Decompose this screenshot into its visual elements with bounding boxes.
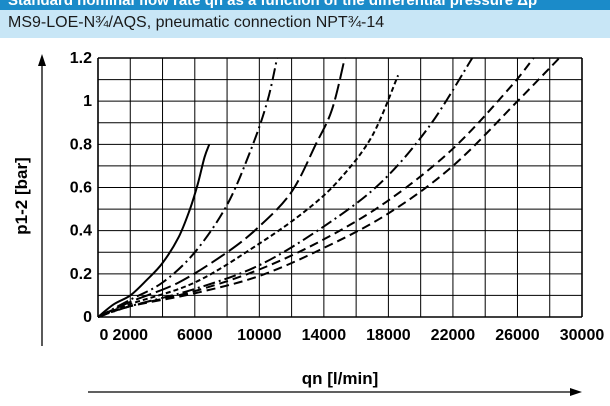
x-tick-label: 22000 — [431, 327, 476, 344]
x-axis-arrowhead — [570, 388, 582, 396]
x-tick-label: 0 — [100, 327, 109, 344]
chart-subtitle: MS9-LOE-N¾/AQS, pneumatic connection NPT… — [8, 14, 385, 31]
y-tick-label: 0.4 — [70, 223, 92, 240]
header-bar: Standard nominal flow rate qn as a funct… — [0, 0, 610, 10]
y-axis-label: p1-2 [bar] — [12, 157, 31, 234]
x-axis-label: qn [l/min] — [302, 369, 378, 388]
tick-labels: 0 2000 6000 10000 14000 18000 22000 26000 300000… — [70, 50, 605, 344]
y-tick-label: 0.8 — [70, 136, 92, 153]
series-line-1 — [97, 143, 211, 318]
y-axis-arrowhead — [38, 54, 46, 66]
x-tick-label: 14000 — [302, 327, 347, 344]
subheader: MS9-LOE-N¾/AQS, pneumatic connection NPT… — [0, 10, 610, 38]
y-tick-label: 1.2 — [70, 50, 92, 67]
x-tick-label: 2000 — [112, 327, 148, 344]
x-tick-label: 6000 — [177, 327, 213, 344]
series-line-7 — [97, 57, 561, 318]
series-line-4 — [97, 74, 400, 318]
header-title: Standard nominal flow rate qn as a funct… — [8, 0, 538, 9]
y-tick-label: 1 — [83, 93, 92, 110]
x-tick-label: 26000 — [495, 327, 540, 344]
series-group — [97, 57, 561, 318]
x-tick-label: 30000 — [560, 327, 605, 344]
chart: 0 2000 6000 10000 14000 18000 22000 26000 300000… — [12, 50, 605, 396]
y-tick-label: 0 — [83, 309, 92, 326]
x-tick-label: 10000 — [237, 327, 282, 344]
series-line-3 — [97, 57, 346, 318]
series-line-2 — [97, 57, 279, 318]
y-tick-label: 0.6 — [70, 180, 92, 197]
x-tick-label: 18000 — [366, 327, 411, 344]
grid — [97, 57, 583, 318]
axes: qn [l/min] p1-2 [bar] — [12, 54, 582, 396]
y-tick-label: 0.2 — [70, 266, 92, 283]
